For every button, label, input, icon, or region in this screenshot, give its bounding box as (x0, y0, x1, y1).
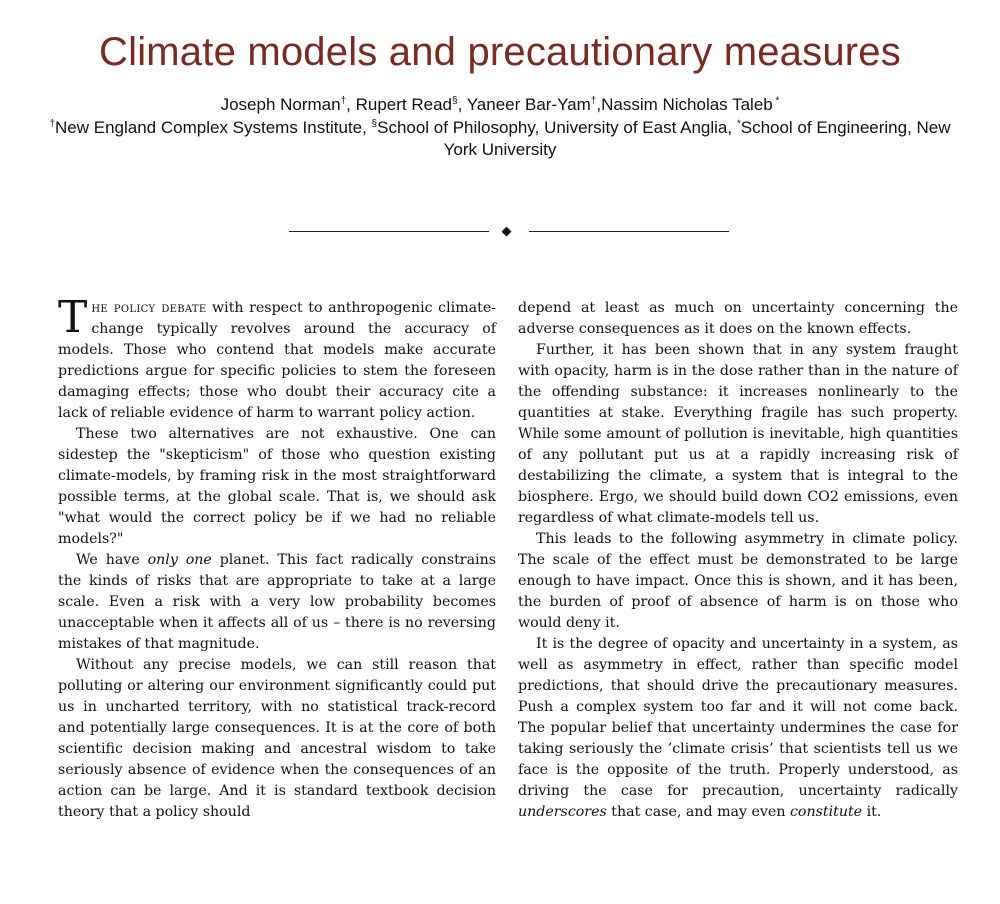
paragraph: We have only one planet. This fact radic… (58, 550, 496, 655)
paper-title: Climate models and precautionary measure… (99, 30, 901, 74)
divider-line-left (289, 231, 489, 232)
paragraph-text: It is the degree of opacity and uncertai… (518, 636, 958, 799)
affiliation: School of Philosophy, University of East… (377, 118, 737, 137)
paragraph: depend at least as much on uncertainty c… (518, 300, 958, 337)
author-name: Joseph Norman (220, 95, 341, 114)
paragraph-text: with respect to anthropogenic climate-ch… (58, 300, 497, 421)
affiliation-mark: † (49, 118, 56, 130)
divider-line-right (529, 231, 729, 232)
section-divider: ◆ (289, 225, 729, 238)
paragraph-text: that case, and may even (606, 804, 790, 820)
author-mark: § (452, 95, 458, 107)
affiliation-mark: § (371, 118, 378, 130)
affiliation-list: †New England Complex Systems Institute, … (0, 117, 1000, 161)
paragraph: It is the degree of opacity and uncertai… (518, 634, 958, 823)
author-mark: † (340, 95, 347, 107)
emphasis: constitute (789, 804, 863, 820)
author-name: Nassim Nicholas Taleb (601, 95, 773, 114)
affiliation-mark: * (736, 118, 741, 130)
drop-cap: T (58, 292, 88, 343)
paragraph: This leads to the following asymmetry in… (518, 531, 958, 631)
body-column-right: depend at least as much on uncertainty c… (518, 298, 958, 823)
paragraph-text: planet. This fact radically constrains t… (58, 552, 496, 652)
paragraph-text: We have (76, 552, 148, 568)
author-mark: † (590, 95, 597, 107)
paragraph-text: it. (862, 804, 882, 820)
emphasis: underscores (518, 804, 607, 820)
lead-in-smallcaps: he policy debate (91, 300, 207, 316)
author-name: Rupert Read (355, 95, 452, 114)
paragraph: Without any precise models, we can still… (58, 657, 496, 820)
affiliation: School of Engineering, New York Universi… (443, 118, 951, 159)
affiliation: New England Complex Systems Institute, (55, 118, 372, 137)
author-name: Yaneer Bar-Yam (466, 95, 591, 114)
paragraph: Further, it has been shown that in any s… (518, 342, 958, 526)
author-separator: , (457, 95, 467, 114)
emphasis: only one (147, 552, 212, 568)
author-separator: , (346, 95, 356, 114)
author-mark: * (772, 95, 780, 107)
author-separator: , (596, 95, 602, 114)
diamond-icon: ◆ (501, 224, 512, 239)
paragraph: These two alternatives are not exhaustiv… (58, 426, 496, 547)
author-list: Joseph Norman†, Rupert Read§, Yaneer Bar… (0, 94, 1000, 116)
